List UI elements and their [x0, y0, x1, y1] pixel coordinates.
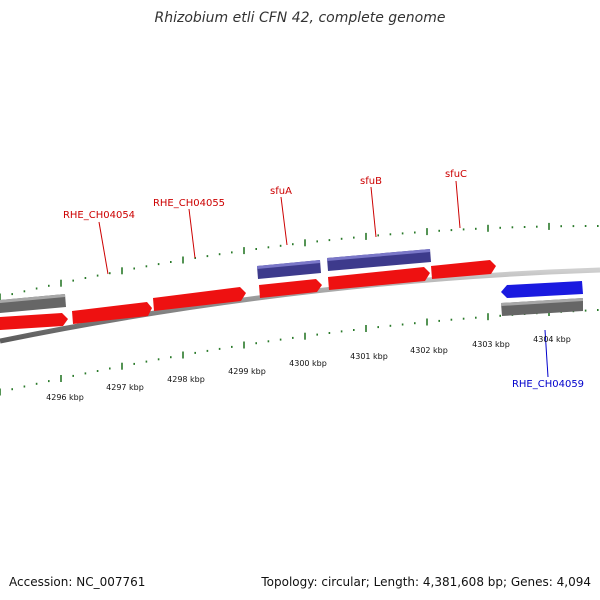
- cds-feature: [501, 298, 583, 306]
- gene-label-sfua[interactable]: sfuA: [270, 186, 292, 197]
- leader-rhe-ch04054: [98, 221, 109, 275]
- scale-label: 4304 kbp: [533, 335, 571, 344]
- label-leaders: [98, 180, 549, 378]
- forward-gene-track: [0, 260, 496, 330]
- gene-arrow: [259, 279, 322, 298]
- gene-arrow: [431, 260, 496, 279]
- gene-arrow: [501, 281, 583, 298]
- cds-feature: [327, 249, 430, 261]
- leader-rhe-ch04055: [188, 208, 196, 259]
- forward-tick-row: [0, 222, 599, 301]
- cds-feature: [0, 294, 65, 303]
- scale-label: 4300 kbp: [289, 359, 327, 368]
- gene-arrow: [0, 313, 68, 330]
- gene-label-rhe-ch04055[interactable]: RHE_CH04055: [153, 198, 225, 209]
- gene-label-rhe-ch04059[interactable]: RHE_CH04059: [512, 379, 584, 390]
- gene-label-sfub[interactable]: sfuB: [360, 176, 382, 187]
- leader-sfua: [280, 196, 288, 246]
- scale-label: 4303 kbp: [472, 340, 510, 349]
- genome-summary-text: Topology: circular; Length: 4,381,608 bp…: [261, 575, 591, 589]
- cds-feature: [327, 249, 431, 271]
- reverse-track: [0, 281, 583, 316]
- gene-arrow: [153, 287, 246, 311]
- accession-text: Accession: NC_007761: [9, 575, 146, 589]
- leader-sfub: [370, 186, 377, 238]
- scale-label: 4296 kbp: [46, 393, 84, 402]
- gene-label-sfuc[interactable]: sfuC: [445, 169, 467, 180]
- scale-label: 4302 kbp: [410, 346, 448, 355]
- scale-label: 4301 kbp: [350, 352, 388, 361]
- gene-arrow: [72, 302, 152, 324]
- cds-feature: [257, 260, 320, 269]
- scale-label: 4297 kbp: [106, 383, 144, 392]
- gene-label-rhe-ch04054[interactable]: RHE_CH04054: [63, 210, 135, 221]
- leader-rhe-ch04059: [544, 329, 549, 378]
- scale-label: 4299 kbp: [228, 367, 266, 376]
- scale-label: 4298 kbp: [167, 375, 205, 384]
- gene-arrow: [328, 267, 430, 290]
- page-title: Rhizobium etli CFN 42, complete genome: [154, 10, 446, 26]
- forward-cds-track: [257, 249, 431, 279]
- leader-sfuc: [455, 180, 461, 229]
